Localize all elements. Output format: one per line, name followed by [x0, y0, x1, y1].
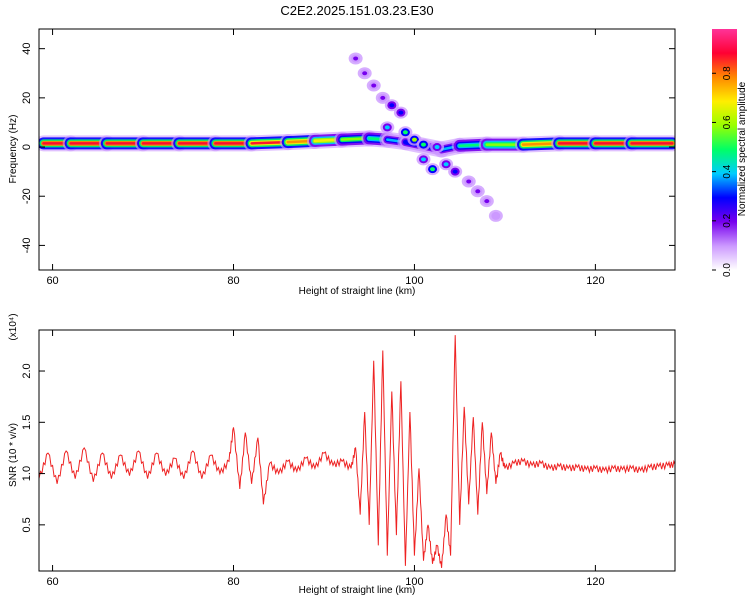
- spectrogram-y-ticks: 40 20 0 -20 -40: [21, 43, 675, 253]
- snr-y-axis-label: SNR (10 * v/v): [8, 423, 19, 487]
- spectrogram-y-tick-label: 0: [21, 144, 33, 150]
- figure-title: C2E2.2025.151.03.23.E30: [280, 3, 433, 18]
- spectrogram-blob-core: [443, 162, 449, 167]
- spectrogram-blob-core: [420, 157, 426, 162]
- snr-y-tick-label: 2.0: [21, 363, 33, 378]
- spectrogram-x-tick-label: 60: [46, 275, 58, 287]
- colorbar-label: Normalized spectral amplitude: [737, 81, 748, 216]
- snr-x-axis-label: Height of straight line (km): [299, 585, 416, 596]
- colorbar-tick-label: 0.0: [722, 263, 733, 277]
- spectrogram-frame: [38, 28, 676, 271]
- spectrogram-x-tick-label: 100: [405, 275, 423, 287]
- snr-frame: [38, 329, 676, 572]
- colorbar-tick-label: 0.6: [722, 115, 733, 129]
- spectrogram-blob-core: [362, 71, 368, 76]
- spectrogram-blob-core: [353, 56, 359, 61]
- snr-y-tick-label: 0.5: [21, 517, 33, 532]
- spectrogram-x-tick-label: 80: [227, 275, 239, 287]
- snr-x-tick-label: 120: [586, 576, 604, 588]
- colorbar-tick-label: 0.8: [722, 66, 733, 80]
- spectrogram-y-tick-label: -20: [21, 188, 33, 204]
- snr-x-tick-label: 80: [227, 576, 239, 588]
- snr-x-tick-label: 100: [405, 576, 423, 588]
- spectrogram-y-tick-label: 40: [21, 43, 33, 55]
- spectrogram-blob-core: [371, 83, 377, 88]
- spectrogram-blob-core: [389, 103, 395, 108]
- spectrogram-blob-core: [402, 130, 408, 135]
- colorbar-tick-label: 0.4: [722, 164, 733, 178]
- spectrogram-y-tick-label: 20: [21, 92, 33, 104]
- spectrogram-blob-core: [434, 145, 440, 150]
- spectrogram-blob-core: [475, 189, 481, 194]
- spectrogram-blob-core: [430, 167, 436, 172]
- spectrogram-blob-core: [493, 213, 499, 218]
- snr-panel: 60 80 100 120 0.5 1.0 1.5 2.0 Height of straig…: [8, 313, 676, 596]
- spectrogram-blob-core: [384, 125, 390, 130]
- spectrogram-x-ticks: 60 80 100 120: [46, 29, 605, 287]
- spectrogram-y-axis-label: Frequency (Hz): [8, 115, 19, 184]
- snr-x-ticks: 60 80 100 120: [46, 330, 605, 588]
- colorbar-gradient: [712, 29, 737, 270]
- snr-x-tick-label: 60: [46, 576, 58, 588]
- spectrogram-blob-core: [420, 142, 426, 147]
- spectrogram-blob-core: [484, 199, 490, 204]
- spectrogram-y-tick-label: -40: [21, 237, 33, 253]
- snr-y-tick-label: 1.5: [21, 415, 33, 430]
- snr-y-ticks: 0.5 1.0 1.5 2.0: [21, 363, 675, 532]
- spectrogram-x-tick-label: 120: [586, 275, 604, 287]
- spectrogram-marks: [39, 52, 675, 222]
- spectrogram-panel: 60 80 100 120 40 20 0 -20 -40 Height of straigh…: [8, 28, 676, 297]
- colorbar-ticks: 0.0 0.2 0.4 0.6 0.8: [712, 66, 733, 277]
- spectrogram-x-axis-label: Height of straight line (km): [299, 286, 416, 297]
- spectrogram-blob-core: [466, 179, 472, 184]
- spectrogram-blob-core: [398, 110, 404, 115]
- snr-background: [39, 330, 675, 571]
- spectrogram-blob-core: [452, 169, 458, 174]
- spectrogram-blob-core: [380, 95, 386, 100]
- colorbar-tick-label: 0.2: [722, 213, 733, 227]
- snr-multiplier-label: (x10⁴): [8, 313, 19, 340]
- snr-marks: [39, 335, 675, 569]
- colorbar: 0.0 0.2 0.4 0.6 0.8 Normalized spectral ampl…: [712, 29, 748, 277]
- snr-y-tick-label: 1.0: [21, 466, 33, 481]
- spectrogram-blob-core: [411, 137, 417, 142]
